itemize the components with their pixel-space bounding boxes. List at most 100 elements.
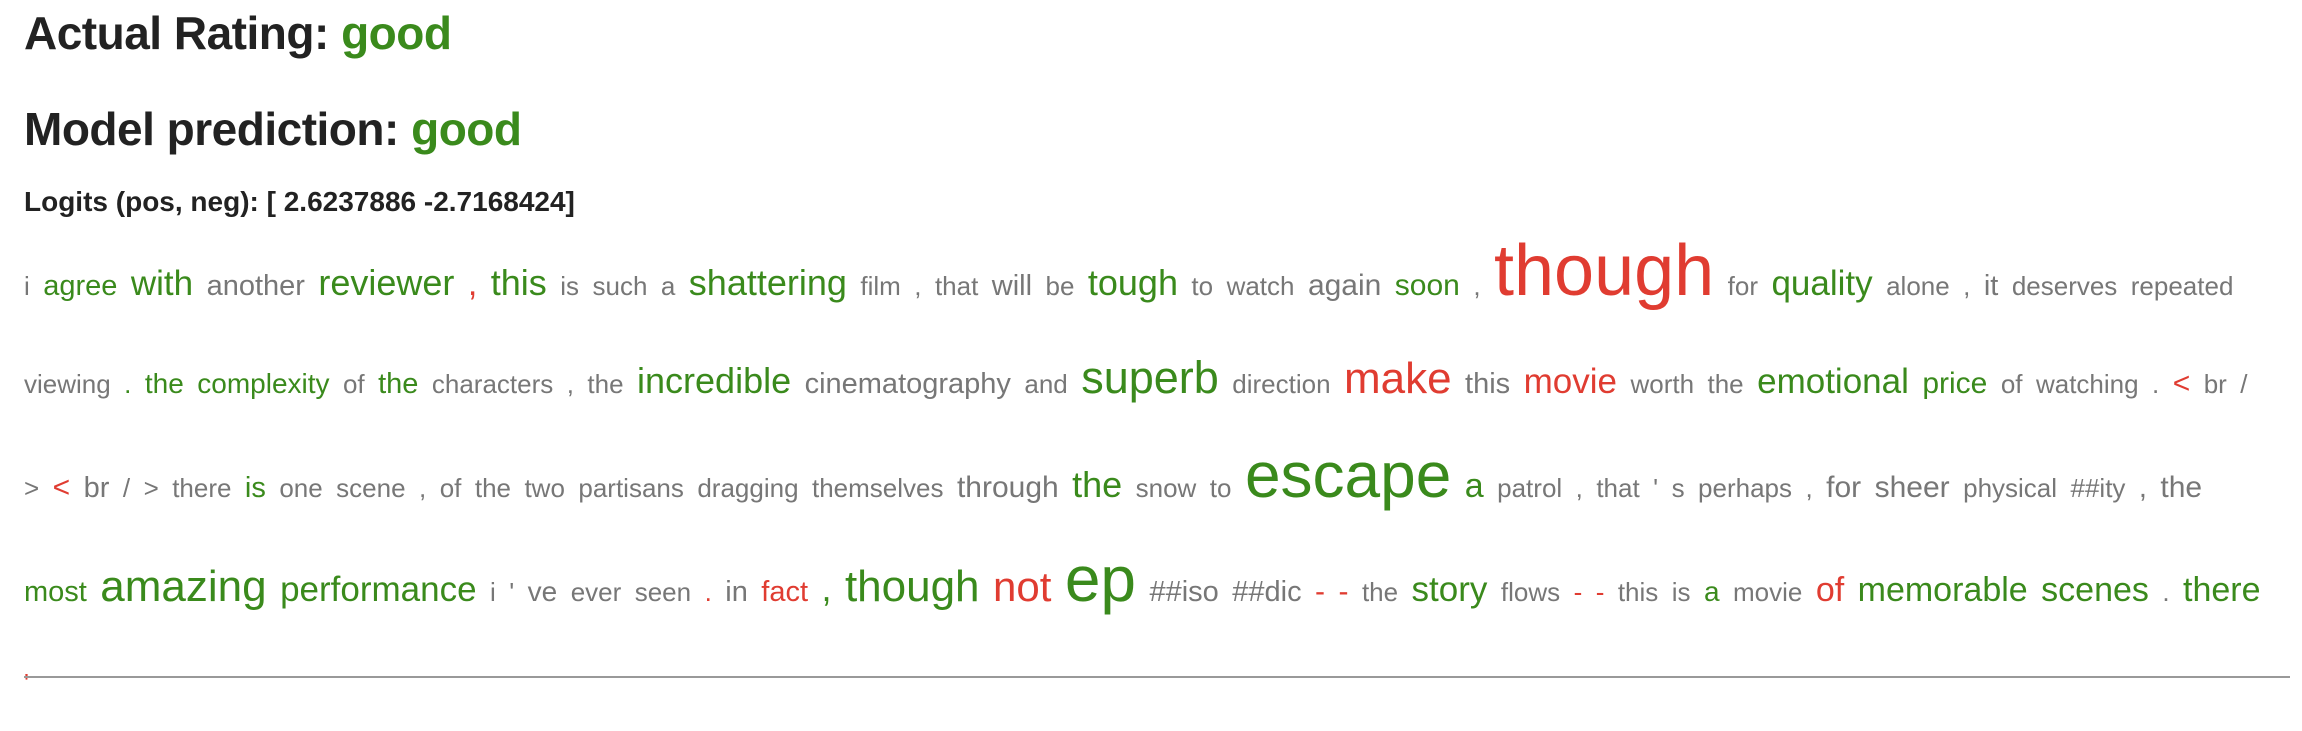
model-prediction-heading: Model prediction: good — [24, 102, 522, 156]
token-word: br — [2203, 369, 2227, 399]
token-word: > — [24, 473, 40, 503]
token-word: - — [1595, 577, 1605, 607]
token-word: / — [2240, 369, 2248, 399]
token-word: to — [1191, 271, 1214, 301]
token-word: the — [1072, 464, 1123, 505]
token-word: - — [1573, 577, 1583, 607]
token-word: amazing — [100, 562, 267, 611]
token-word: perhaps — [1698, 473, 1792, 503]
token-word: that — [1596, 473, 1640, 503]
token-word: though — [1494, 231, 1715, 311]
token-word: ##iso — [1149, 576, 1219, 608]
token-word: movie — [1733, 577, 1803, 607]
token-word: will — [991, 270, 1033, 302]
token-word: physical — [1963, 473, 2058, 503]
token-word: scenes — [2041, 571, 2149, 609]
token-word: ' — [1653, 473, 1659, 503]
token-word: i — [490, 577, 496, 607]
token-word: characters — [431, 369, 554, 399]
token-word: is — [244, 472, 266, 504]
token-word: it — [1983, 270, 1999, 302]
token-word: in — [725, 576, 748, 608]
token-word: sheer — [1874, 471, 1950, 504]
token-word: the — [474, 473, 511, 503]
token-word: that — [934, 271, 979, 301]
token-word: fact — [761, 576, 809, 608]
token-word: reviewer — [318, 262, 455, 303]
token-word: ' — [24, 668, 29, 698]
token-word: , — [1805, 473, 1813, 503]
token-word: such — [592, 271, 648, 301]
token-word: - — [1315, 575, 1326, 608]
token-word: , — [1575, 473, 1583, 503]
token-word: the — [2160, 471, 2203, 504]
token-word: agree — [43, 270, 118, 302]
token-word: patrol — [1497, 473, 1563, 503]
token-word: direction — [1232, 369, 1331, 399]
token-word: emotional — [1757, 362, 1909, 401]
token-word: , — [566, 369, 574, 399]
token-word: alone — [1886, 271, 1950, 301]
token-word: . — [2152, 369, 2160, 399]
token-word: flows — [1500, 577, 1561, 607]
token-word: escape — [1244, 439, 1452, 511]
token-word: the — [1361, 577, 1399, 607]
token-word: repeated — [2130, 271, 2234, 301]
token-word: watching — [2035, 369, 2139, 399]
token-word: again — [1307, 269, 1382, 302]
token-word: complexity — [197, 368, 330, 399]
token-word: ' — [509, 577, 515, 607]
token-word: i — [24, 271, 30, 301]
token-word: another — [206, 270, 305, 302]
model-prediction-label: Model prediction: — [24, 103, 399, 155]
token-word: one — [279, 473, 323, 503]
token-word: incredible — [637, 360, 792, 401]
token-word: for — [1826, 471, 1862, 504]
token-word: film — [860, 271, 901, 301]
token-word: s — [1671, 473, 1685, 503]
token-word: worth — [1630, 369, 1695, 399]
token-word: not — [992, 563, 1052, 610]
token-word: there — [172, 473, 232, 503]
token-word: price — [1922, 367, 1988, 400]
token-word: ##dic — [1232, 576, 1302, 608]
token-word: of — [439, 473, 462, 503]
token-word: , — [821, 568, 832, 609]
token-word: seen — [634, 577, 692, 607]
attribution-text: i agree with another reviewer , this is … — [24, 228, 2284, 731]
token-word: watch — [1226, 271, 1295, 301]
token-word: , — [914, 271, 922, 301]
token-word: . — [704, 577, 712, 607]
token-word: superb — [1081, 352, 1219, 403]
divider — [24, 676, 2290, 678]
token-word: be — [1045, 271, 1075, 301]
token-word: , — [2138, 472, 2147, 504]
token-word: is — [560, 271, 580, 301]
token-word: the — [587, 369, 624, 399]
token-word: . — [124, 369, 132, 399]
token-word: though — [844, 562, 980, 611]
token-word: > — [143, 473, 159, 503]
token-word: quality — [1771, 264, 1873, 303]
token-word: to — [1209, 473, 1232, 503]
token-word: , — [419, 473, 427, 503]
token-word: the — [378, 368, 419, 400]
token-word: . — [2162, 577, 2170, 607]
token-word: soon — [1394, 269, 1460, 302]
token-word: ever — [570, 577, 622, 607]
token-word: memorable — [1857, 571, 2028, 609]
token-word: story — [1411, 570, 1488, 609]
token-word: partisans — [578, 473, 684, 503]
token-word: a — [660, 271, 676, 301]
token-word: , — [467, 265, 478, 303]
token-word: snow — [1135, 473, 1197, 503]
token-word: is — [1671, 577, 1691, 607]
token-word: a — [1703, 576, 1720, 607]
token-word: the — [144, 368, 184, 399]
token-word: ep — [1064, 543, 1137, 615]
logits-text: Logits (pos, neg): [ 2.6237886 -2.716842… — [24, 186, 575, 217]
token-word: and — [1024, 369, 1068, 399]
token-word: of — [1815, 571, 1845, 609]
token-word: , — [1963, 271, 1971, 301]
token-word: with — [130, 264, 194, 303]
